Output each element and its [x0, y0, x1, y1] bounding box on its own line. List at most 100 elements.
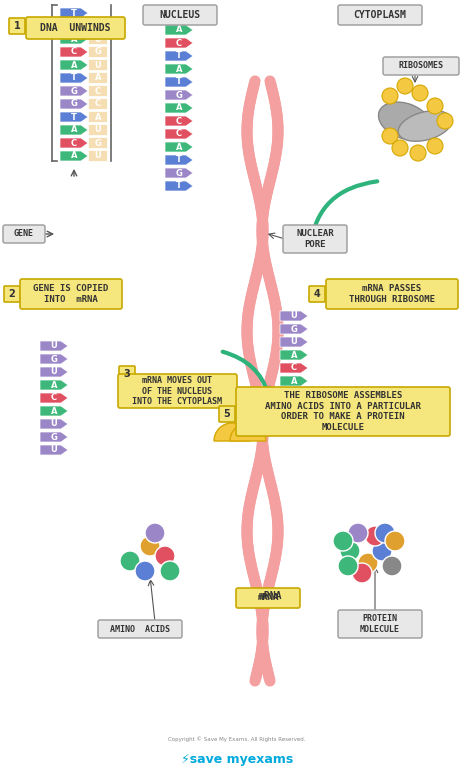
Polygon shape	[165, 103, 193, 113]
FancyBboxPatch shape	[89, 85, 108, 97]
Polygon shape	[60, 47, 88, 57]
Text: A: A	[291, 376, 297, 386]
Polygon shape	[40, 445, 68, 455]
Text: A: A	[176, 142, 182, 152]
Text: C: C	[291, 363, 297, 373]
FancyBboxPatch shape	[326, 279, 458, 309]
FancyBboxPatch shape	[89, 137, 108, 148]
Polygon shape	[40, 354, 68, 364]
Text: U: U	[51, 419, 57, 429]
Circle shape	[437, 113, 453, 129]
Polygon shape	[165, 129, 193, 139]
Text: A: A	[176, 26, 182, 34]
Circle shape	[412, 85, 428, 101]
Polygon shape	[280, 311, 308, 321]
Polygon shape	[280, 337, 308, 347]
Polygon shape	[40, 432, 68, 442]
Text: U: U	[51, 445, 57, 455]
Text: A: A	[51, 406, 57, 415]
Polygon shape	[280, 363, 308, 373]
Circle shape	[145, 523, 165, 543]
Text: G: G	[71, 87, 77, 95]
Text: GENE: GENE	[14, 230, 34, 238]
Text: U: U	[95, 34, 101, 44]
Ellipse shape	[378, 102, 431, 140]
Polygon shape	[60, 60, 88, 70]
Polygon shape	[165, 38, 193, 48]
Text: 5: 5	[224, 409, 230, 419]
FancyBboxPatch shape	[89, 34, 108, 45]
Text: U: U	[95, 126, 101, 134]
Text: G: G	[291, 324, 298, 333]
Text: G: G	[94, 138, 101, 148]
Polygon shape	[165, 25, 193, 35]
Polygon shape	[60, 125, 88, 135]
Circle shape	[358, 553, 378, 573]
Circle shape	[392, 140, 408, 156]
Text: T: T	[176, 181, 182, 191]
FancyBboxPatch shape	[118, 374, 237, 408]
Text: C: C	[176, 38, 182, 48]
Polygon shape	[165, 168, 193, 178]
Text: U: U	[95, 60, 101, 70]
Polygon shape	[165, 90, 193, 100]
Text: T: T	[176, 155, 182, 165]
Text: 2: 2	[9, 289, 15, 299]
Polygon shape	[280, 402, 308, 412]
Circle shape	[352, 563, 372, 583]
Circle shape	[427, 98, 443, 114]
Circle shape	[135, 561, 155, 581]
Text: U: U	[291, 312, 297, 320]
FancyBboxPatch shape	[89, 151, 108, 162]
FancyBboxPatch shape	[89, 47, 108, 58]
FancyBboxPatch shape	[383, 57, 459, 75]
Text: U: U	[95, 152, 101, 161]
Circle shape	[427, 138, 443, 154]
Polygon shape	[280, 415, 308, 425]
Polygon shape	[40, 406, 68, 416]
Text: G: G	[94, 48, 101, 56]
Text: A: A	[95, 112, 101, 122]
Polygon shape	[60, 73, 88, 83]
FancyBboxPatch shape	[309, 286, 325, 302]
Polygon shape	[280, 376, 308, 386]
FancyBboxPatch shape	[26, 17, 125, 39]
Text: RIBOSOMES: RIBOSOMES	[399, 62, 444, 70]
Text: C: C	[51, 394, 57, 402]
Wedge shape	[230, 423, 266, 441]
Circle shape	[160, 561, 180, 581]
Text: 3: 3	[124, 369, 130, 379]
FancyBboxPatch shape	[219, 406, 235, 422]
Text: G: G	[51, 433, 57, 441]
Ellipse shape	[398, 111, 452, 141]
Circle shape	[382, 556, 402, 576]
FancyBboxPatch shape	[143, 5, 217, 25]
Polygon shape	[40, 419, 68, 429]
Text: CYTOPLASM: CYTOPLASM	[354, 10, 406, 20]
Circle shape	[397, 78, 413, 94]
Polygon shape	[280, 324, 308, 334]
Text: A: A	[95, 73, 101, 83]
Text: G: G	[291, 402, 298, 412]
Text: C: C	[95, 87, 101, 95]
Text: THE RIBOSOME ASSEMBLES
AMINO ACIDS INTO A PARTICULAR
ORDER TO MAKE A PROTEIN
MOL: THE RIBOSOME ASSEMBLES AMINO ACIDS INTO …	[265, 391, 421, 432]
Text: ⚡save myexams: ⚡save myexams	[181, 753, 293, 765]
Polygon shape	[165, 142, 193, 152]
Polygon shape	[60, 112, 88, 122]
Circle shape	[120, 551, 140, 571]
Text: PROTEIN
MOLECULE: PROTEIN MOLECULE	[360, 615, 400, 633]
Circle shape	[333, 531, 353, 551]
Text: mRNA MOVES OUT
OF THE NUCLEUS
INTO THE CYTOPLASM: mRNA MOVES OUT OF THE NUCLEUS INTO THE C…	[133, 376, 222, 406]
FancyBboxPatch shape	[89, 59, 108, 70]
Circle shape	[382, 88, 398, 104]
Circle shape	[375, 523, 395, 543]
Text: U: U	[291, 337, 297, 347]
Text: G: G	[51, 355, 57, 363]
Text: A: A	[71, 126, 77, 134]
Polygon shape	[60, 151, 88, 161]
FancyBboxPatch shape	[283, 225, 347, 253]
Text: 4: 4	[314, 289, 320, 299]
FancyBboxPatch shape	[3, 225, 45, 243]
Polygon shape	[40, 367, 68, 377]
FancyBboxPatch shape	[98, 620, 182, 638]
